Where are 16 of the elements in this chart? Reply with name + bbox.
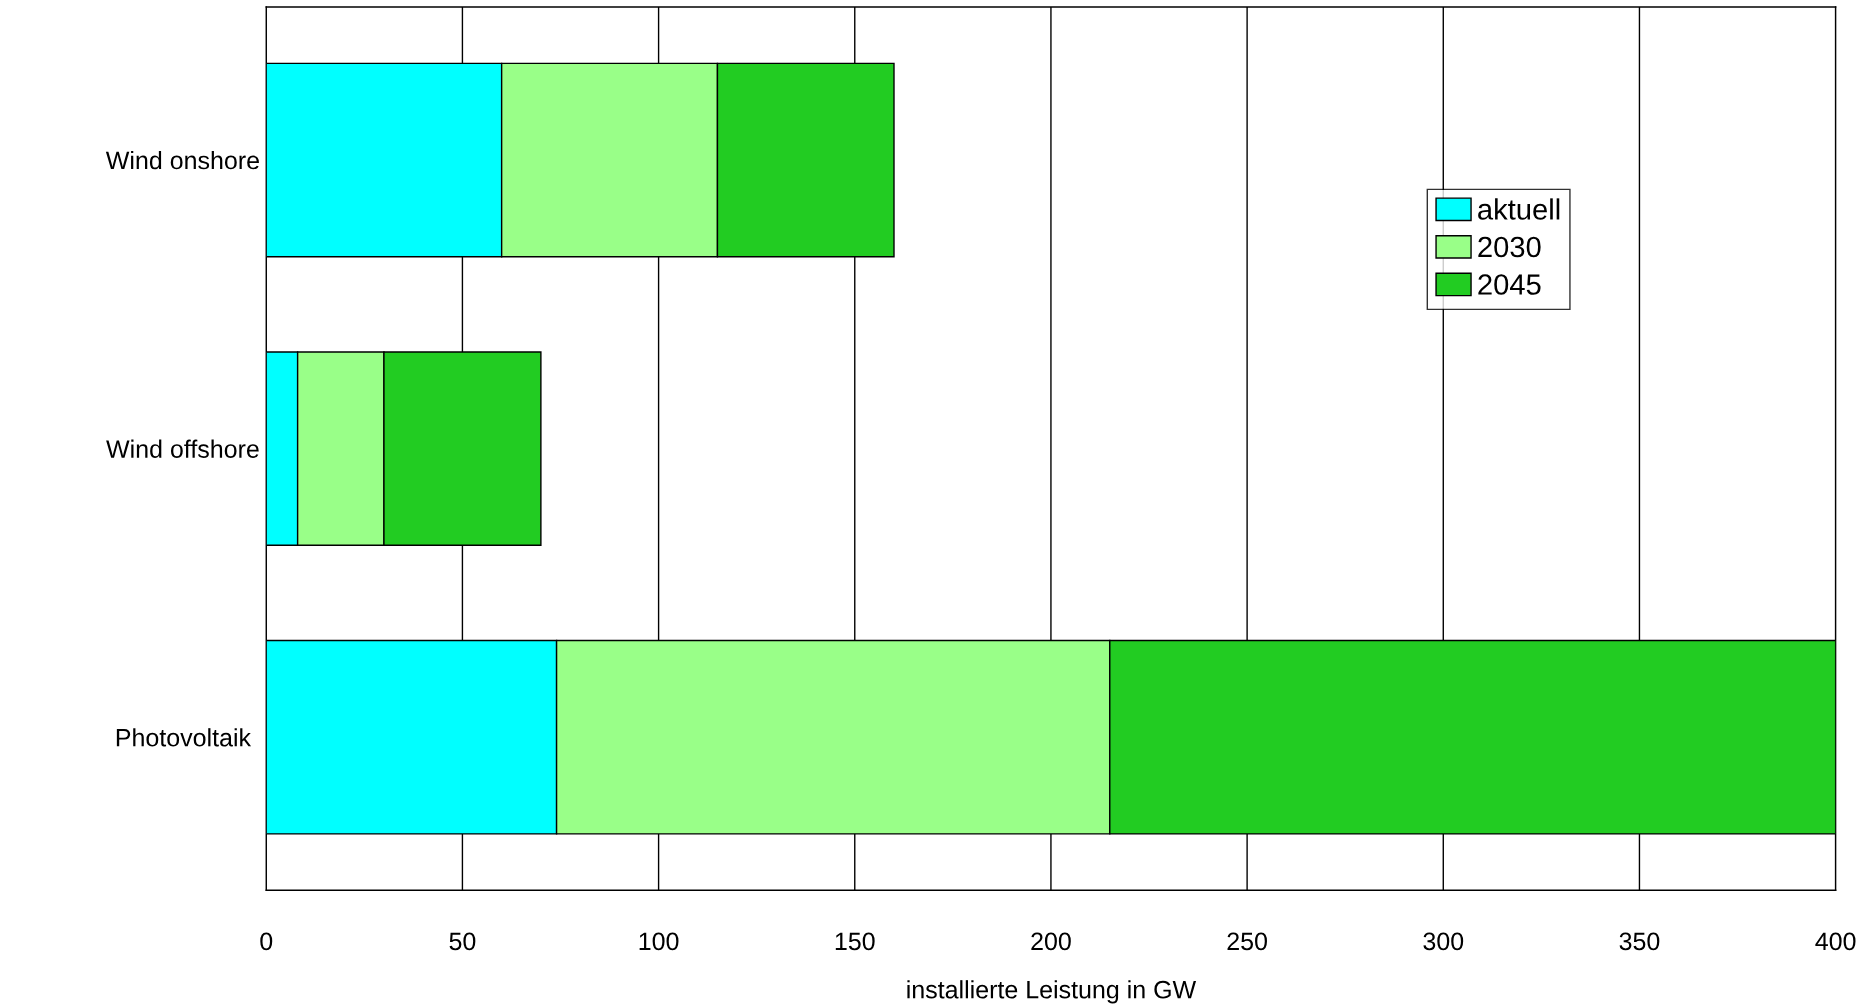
legend-label: aktuell xyxy=(1478,198,1560,220)
x-tick-label: 50 xyxy=(449,932,476,951)
x-tick-label: 250 xyxy=(1227,932,1267,951)
x-tick-label: 100 xyxy=(639,932,679,951)
y-tick-label: Wind onshore xyxy=(105,150,259,170)
x-tick-label: 150 xyxy=(835,932,875,951)
x-axis-title: installierte Leistung in GW xyxy=(907,980,1197,1004)
x-tick-label: 400 xyxy=(1815,932,1856,951)
x-tick-label: 350 xyxy=(1619,932,1660,951)
x-tick-label: 200 xyxy=(1031,932,1071,951)
legend-label: 2030 xyxy=(1478,236,1541,258)
y-tick-label: Photovoltaik xyxy=(116,728,252,747)
x-tick-label: 0 xyxy=(260,932,273,951)
legend-label: 2045 xyxy=(1478,274,1541,295)
y-tick-label: Wind offshore xyxy=(106,439,259,458)
x-tick-label: 300 xyxy=(1423,932,1464,951)
